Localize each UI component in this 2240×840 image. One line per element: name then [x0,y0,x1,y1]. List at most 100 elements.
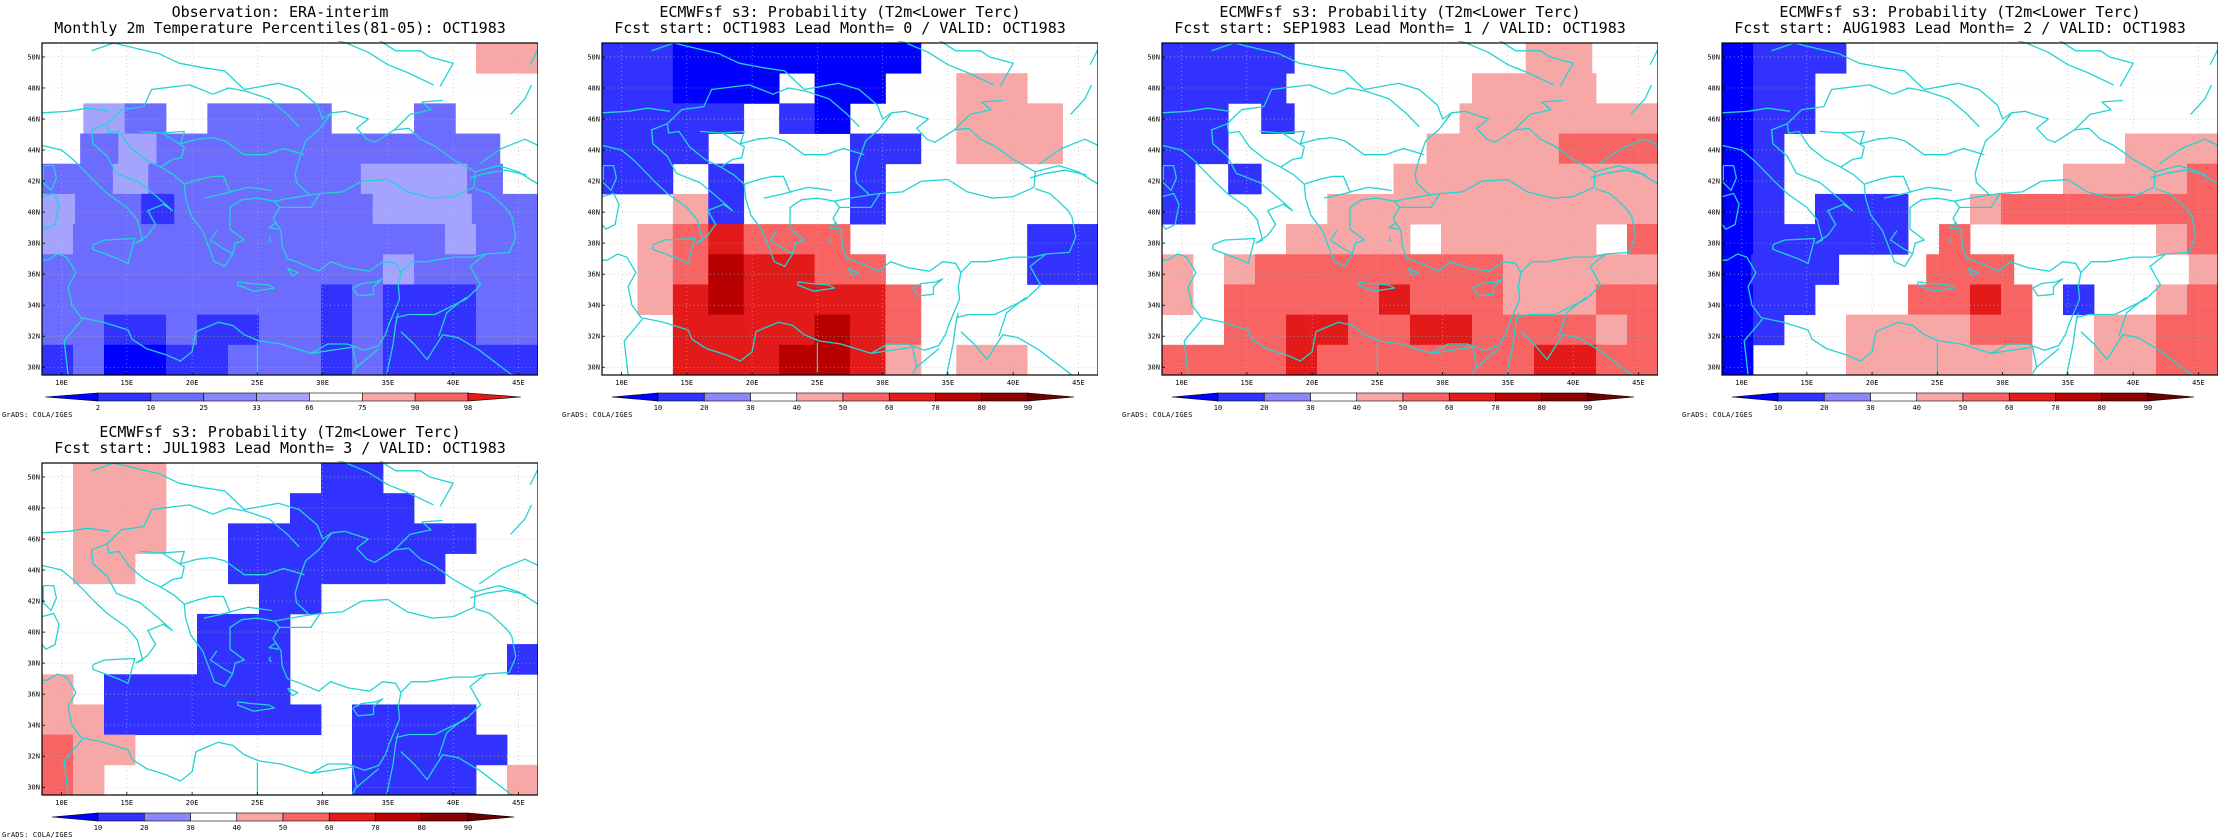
grid-cell [1624,193,1658,225]
grid-cell [259,523,291,554]
coastline [274,110,476,202]
grid-cell [248,103,291,134]
grid-cell [814,103,851,134]
coastline [1323,191,1352,199]
grid-cell [507,284,538,316]
grid-cell [991,133,1028,165]
grid-cell [1558,133,1593,165]
grid-cell [1627,314,1658,346]
grads-credit: GrADS: COLA/IGES [2,831,73,839]
grid-cell [290,704,322,736]
colorbar-segment [309,392,363,402]
coastline [834,110,1036,202]
grid-cell [321,224,353,255]
y-tick-label: 48N [1148,84,1160,92]
colorbar-segment [97,812,145,822]
panel-title: ECMWFsf s3: Probability (T2m<Lower Terc) [659,3,1021,21]
map-svg: 50N 48N 46N 44N 42N 40N 38N 36N 34N 32N 30N 10E 15E 2… [28,461,538,832]
grid-cell [197,314,229,346]
grid-cell [259,344,291,376]
grid-cell [1379,344,1411,376]
y-tick-label: 40N [1148,209,1160,217]
colorbar-label: 30 [1866,404,1874,412]
coastline [699,130,865,156]
grid-cell [1722,73,1754,104]
grid-cell [414,704,446,736]
colorbar-segment [981,392,1029,402]
x-tick-label: 25E [251,799,264,807]
coastline [237,701,275,712]
grid-cell [118,133,157,165]
grid-cell [779,103,815,134]
grid-cell [779,254,815,285]
grid-cell [814,284,851,316]
grid-cell [414,284,446,316]
grid-cell [414,314,446,346]
colorbar-segment [657,392,705,402]
coastlines [1721,41,2218,376]
grid-cell [743,73,780,104]
x-tick-label: 20E [186,379,199,387]
x-tick-label: 15E [1241,379,1254,387]
coastline [160,552,185,588]
coastlines [41,41,538,376]
colorbar-label: 40 [1353,404,1361,412]
grid-cell [1255,284,1287,316]
coastline [385,312,399,376]
x-tick-label: 25E [251,379,264,387]
coastline [1721,192,1740,230]
grid-cell [672,344,709,376]
coastline [106,543,275,688]
colorbar-segment [467,392,521,402]
grid-cell [637,43,674,74]
coastline [1917,281,1955,292]
grid-cell [1228,43,1262,74]
grid-cell [1753,224,1785,255]
colorbar-label: 20 [1820,404,1828,412]
coastline [41,107,110,114]
coastline [268,236,273,243]
grid-cell [708,73,745,104]
coastline [1394,110,1596,202]
coastline [1819,130,1985,156]
grid-cell [476,314,508,346]
coastline [91,42,333,120]
coastline [478,558,538,585]
colorbar-segment [1541,392,1589,402]
axis-labels: 50N 48N 46N 44N 42N 40N 38N 36N 34N 32N 30N 10E 15E 2… [28,473,525,807]
panel-title: Observation: ERA-interim [171,3,389,21]
grid-cell [1317,224,1349,255]
colorbar-segment [703,392,751,402]
y-tick-label: 38N [28,240,40,248]
coastline [139,130,305,156]
graticule [42,463,538,795]
map-frame [1161,42,1658,376]
grid-cell [476,284,508,316]
colorbar-label: 10 [1774,404,1782,412]
coastline [2149,169,2207,179]
colorbar-segment [1263,392,1311,402]
y-tick-label: 36N [1708,271,1720,279]
grid-cell [1939,314,1971,346]
coastline [1406,267,1419,277]
coastline [939,41,1014,87]
grid-cell [637,133,674,165]
coastline [960,331,1073,376]
colorbar-segment [1916,392,1964,402]
x-tick-label: 30E [316,379,329,387]
grid-cell [885,314,922,346]
coastline [310,346,358,374]
grid-cell [2187,314,2218,346]
grid-cell [135,463,167,494]
grid-cell [1286,314,1318,346]
coastline [1883,191,1912,199]
x-tick-label: 25E [1931,379,1944,387]
coastline [529,48,538,65]
grid-cell [1627,224,1658,255]
coastline [106,504,300,548]
grid-cell [73,254,105,285]
grid-cell [1846,224,1878,255]
coastline [42,584,58,612]
colorbar-segment [796,392,844,402]
coastline [1721,123,1854,244]
